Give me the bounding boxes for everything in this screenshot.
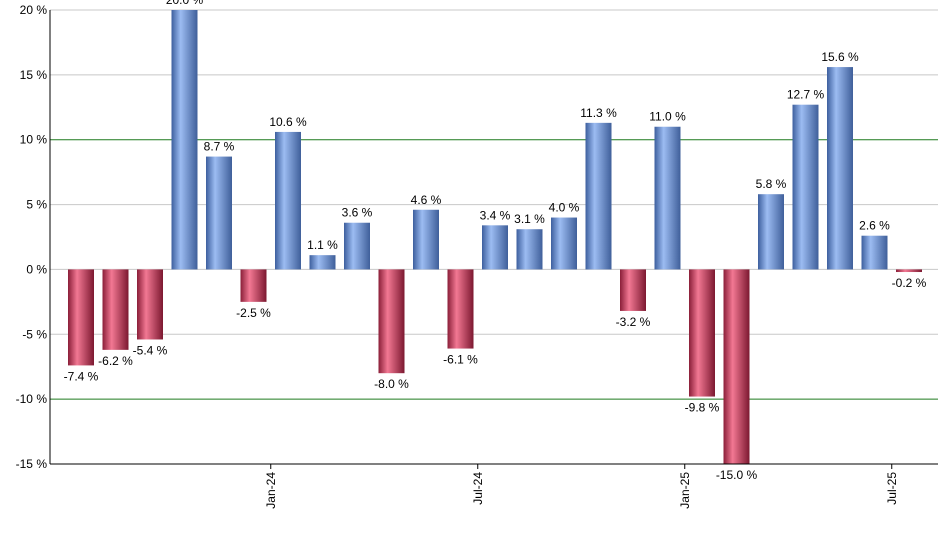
data-label: 11.3 %: [580, 106, 617, 120]
data-label: -3.2 %: [616, 315, 651, 329]
bar: [206, 156, 232, 270]
data-label: 3.4 %: [480, 208, 511, 222]
data-label: 10.6 %: [269, 115, 307, 129]
bar: [758, 194, 784, 270]
data-label: 5.8 %: [756, 177, 787, 191]
data-label: 3.1 %: [514, 212, 545, 226]
data-label: 8.7 %: [204, 140, 235, 154]
data-label: -8.0 %: [374, 377, 409, 391]
y-tick-label: 5 %: [26, 198, 47, 212]
data-label: 12.7 %: [787, 88, 825, 102]
bar: [378, 269, 405, 374]
data-label: 2.6 %: [859, 219, 890, 233]
bar: [723, 269, 750, 464]
bar: [447, 269, 474, 349]
data-label: -7.4 %: [64, 369, 99, 383]
bar: [68, 269, 94, 366]
bar: [551, 217, 577, 270]
data-label: 4.0 %: [549, 201, 580, 215]
bar: [344, 222, 370, 270]
data-label: -0.2 %: [892, 276, 927, 290]
y-axis-tick-labels: -15 % -10 % -5 % 0 % 5 % 10 % 15 % 20 %: [16, 3, 48, 471]
bar: [620, 269, 646, 311]
x-axis-tick-labels: Jan-24 Jul-24 Jan-25 Jul-25: [264, 472, 899, 509]
bar: [861, 235, 888, 270]
bar: [275, 131, 301, 270]
bar: [516, 229, 543, 270]
bar: [102, 269, 129, 350]
gridlines: [50, 9, 938, 465]
bar: [482, 225, 508, 270]
bar: [827, 67, 853, 270]
data-label: 4.6 %: [411, 193, 442, 207]
data-label: 20.0 %: [166, 0, 204, 7]
data-label: -9.8 %: [685, 401, 720, 415]
x-tick-label: Jul-24: [471, 472, 485, 505]
data-labels: -7.4 %-6.2 %-5.4 % 20.0 % 8.7 % -2.5 % 10.6 …: [64, 0, 927, 482]
bar: [137, 269, 163, 340]
bar: [171, 10, 198, 270]
bar: [654, 126, 681, 270]
y-tick-label: -10 %: [16, 392, 48, 406]
bar: [240, 269, 267, 302]
data-label: -5.4 %: [133, 343, 168, 357]
bar: [309, 255, 336, 270]
data-label: 11.0 %: [649, 110, 686, 124]
data-label: -15.0 %: [716, 468, 758, 482]
x-tick-label: Jan-25: [678, 472, 692, 509]
y-tick-label: 20 %: [20, 3, 48, 17]
bar: [585, 122, 612, 270]
data-label: 3.6 %: [342, 206, 373, 220]
y-tick-label: -5 %: [22, 327, 47, 341]
x-tick-label: Jul-25: [885, 472, 899, 505]
y-tick-label: 0 %: [26, 262, 47, 276]
bar: [896, 269, 922, 273]
data-label: 15.6 %: [821, 50, 859, 64]
data-label: -6.1 %: [443, 353, 478, 367]
bar: [413, 209, 439, 270]
axes: [49, 10, 938, 469]
x-tick-label: Jan-24: [264, 472, 278, 509]
y-tick-label: 15 %: [20, 68, 48, 82]
y-tick-label: -15 %: [16, 457, 48, 471]
bar: [792, 104, 819, 270]
bar: [689, 269, 715, 397]
y-tick-label: 10 %: [20, 133, 48, 147]
data-label: -6.2 %: [98, 354, 133, 368]
data-label: 1.1 %: [307, 238, 338, 252]
bars: [68, 10, 922, 464]
data-label: -2.5 %: [236, 306, 271, 320]
